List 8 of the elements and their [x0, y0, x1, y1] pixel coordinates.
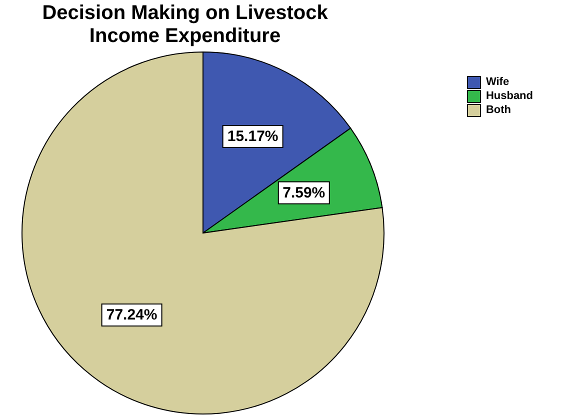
data-label: 77.24% — [106, 306, 158, 324]
pie-slice — [22, 52, 384, 414]
legend-label: Husband — [486, 90, 533, 102]
legend-label: Both — [486, 104, 511, 116]
data-label: 15.17% — [227, 128, 278, 145]
chart-title: Decision Making on Livestock Income Expenditure — [41, 2, 329, 48]
data-label: 7.59% — [282, 184, 326, 202]
legend-label: Wife — [486, 76, 510, 88]
